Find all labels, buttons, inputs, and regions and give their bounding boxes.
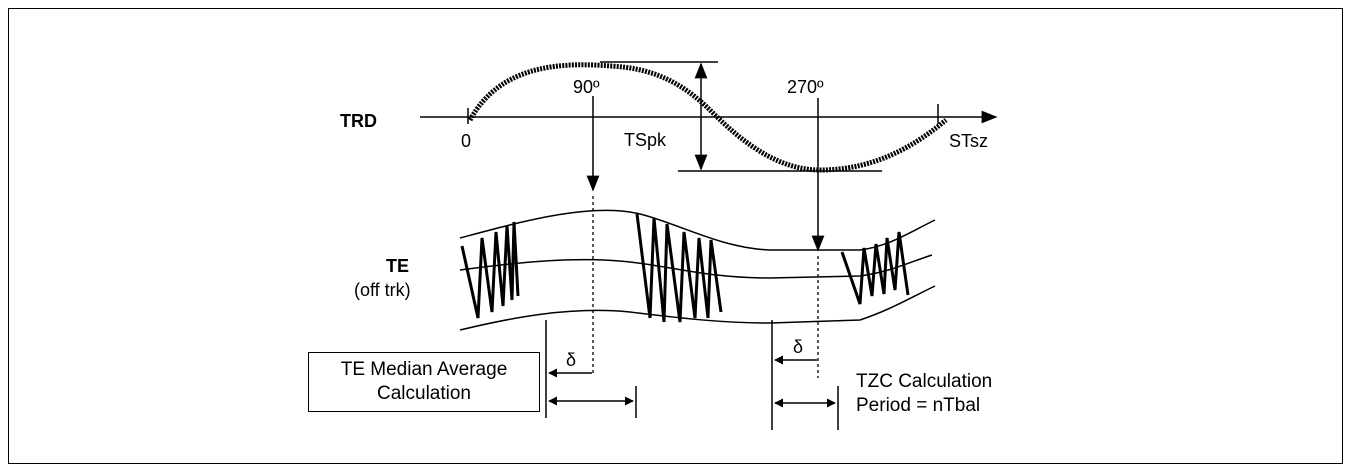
te-label: TE [386, 256, 409, 276]
trd-sine-curve [467, 62, 948, 173]
tzc-delta-symbol: δ [793, 337, 803, 357]
median-box-line2: Calculation [377, 383, 471, 404]
trd-label: TRD [340, 111, 377, 131]
angle-90-label: 90º [573, 77, 600, 97]
te-sublabel: (off trk) [354, 280, 411, 300]
te-noise-burst-3 [840, 231, 910, 305]
tzc-line2: Period = nTbal [856, 395, 981, 416]
te-noise-burst-2 [635, 213, 723, 323]
tzc-calculation-text: TZC Calculation Period = nTbal [856, 370, 1076, 418]
te-noise-burst-1 [460, 221, 520, 319]
median-box-line1: TE Median Average [340, 359, 508, 380]
te-band-bottom [459, 285, 936, 331]
angle-270-label: 270º [787, 77, 824, 97]
median-average-box: TE Median Average Calculation [308, 352, 540, 412]
te-band-middle [459, 254, 933, 279]
origin-label: 0 [461, 131, 471, 151]
median-delta-symbol: δ [566, 350, 576, 370]
tzc-line1: TZC Calculation [856, 371, 993, 392]
te-band-top [459, 209, 936, 251]
stsz-label: STsz [949, 131, 988, 151]
tspk-label: TSpk [624, 130, 667, 150]
